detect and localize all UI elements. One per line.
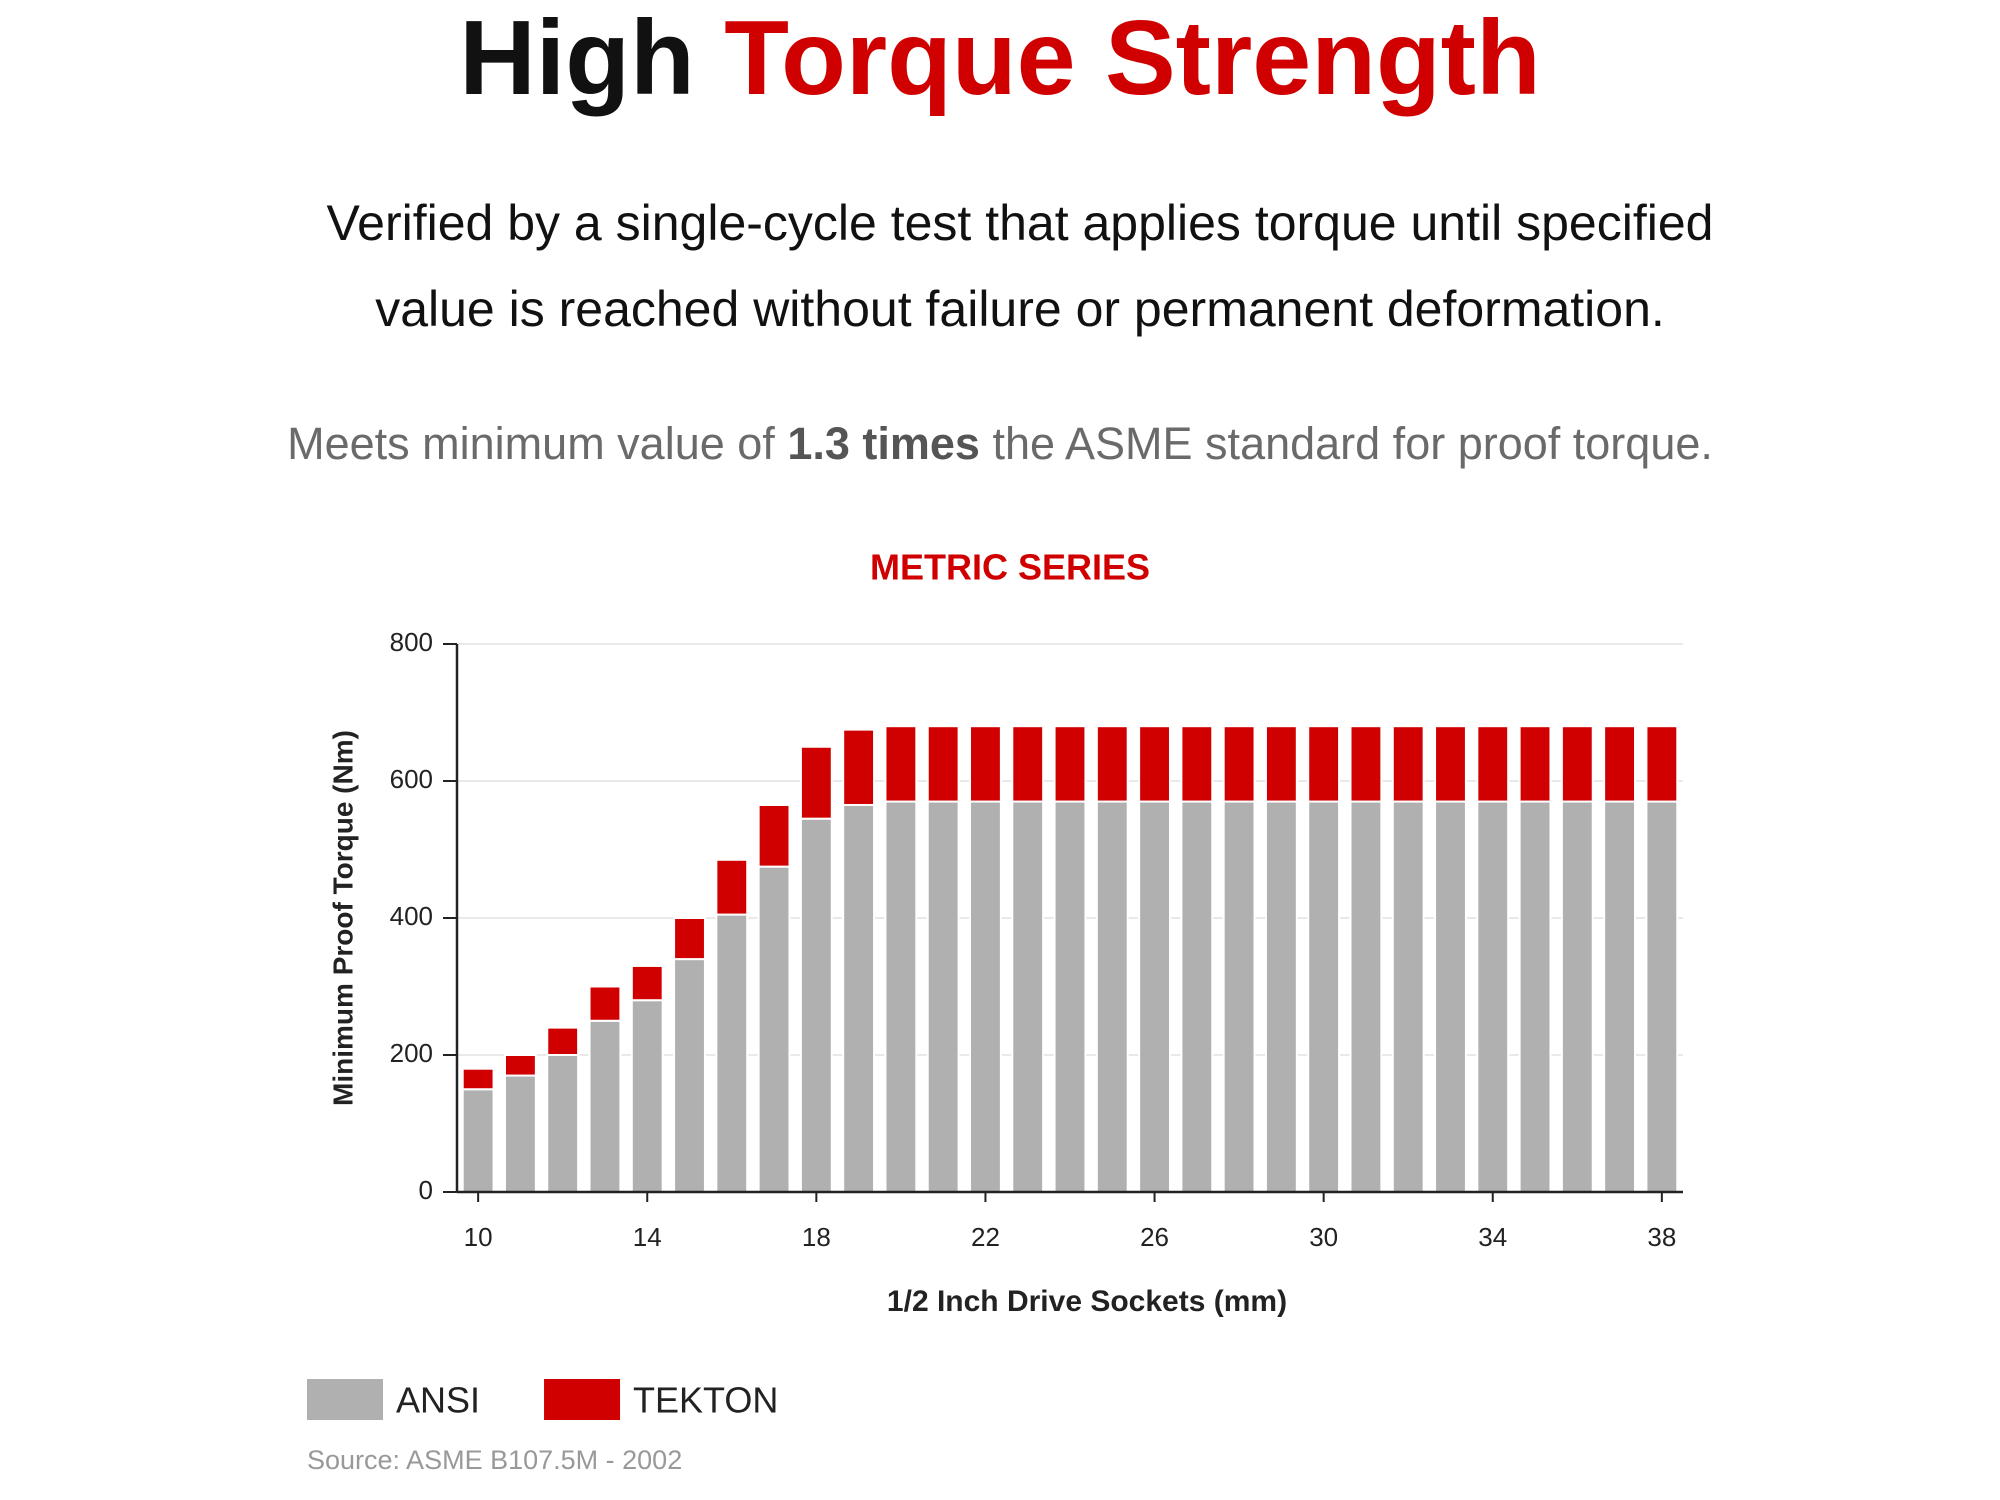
bar-segment (1222, 725, 1256, 803)
bar-segment (1434, 800, 1467, 1193)
bar-segment (1603, 800, 1637, 1193)
bar-segment (715, 913, 749, 1193)
bar-segment (1222, 800, 1256, 1193)
y-tick-label: 200 (390, 1038, 433, 1068)
bar-segment (1391, 725, 1425, 803)
bar-segment (1645, 800, 1679, 1193)
bar-segment (1053, 800, 1087, 1193)
y-tick-label: 800 (390, 627, 433, 657)
bar-segment (1518, 800, 1552, 1193)
note-text: Meets minimum value of (287, 418, 775, 469)
bar-segment (1476, 800, 1510, 1193)
bar-segment (1138, 725, 1171, 803)
legend-swatch (307, 1379, 383, 1420)
bar-segment (842, 803, 876, 1193)
y-tick-label: 400 (390, 901, 433, 931)
bar-segment (1349, 800, 1383, 1193)
bar-segment (588, 1019, 622, 1193)
bar-segment (1138, 800, 1171, 1193)
bar-segment (1180, 725, 1214, 803)
bar-segment (1264, 800, 1298, 1193)
bar-segment (1095, 725, 1129, 803)
bar-segment (1053, 725, 1087, 803)
bar-segment (1349, 725, 1383, 803)
bar-segment (842, 728, 876, 806)
note: Meets minimum value of 1.3 times the ASM… (0, 418, 2000, 470)
bar-segment (461, 1088, 495, 1193)
x-tick-label: 22 (971, 1222, 1000, 1252)
bar-segment (1560, 800, 1594, 1193)
bar-segment (1307, 725, 1341, 803)
bar-segment (1391, 800, 1425, 1193)
bar-segment (461, 1067, 495, 1091)
bar-segment (588, 985, 622, 1022)
bar-segment (503, 1074, 537, 1194)
bar-segment (926, 800, 960, 1193)
title-black: High (459, 0, 695, 117)
bar-segment (546, 1054, 580, 1193)
y-axis-title: Minimum Proof Torque (Nm) (327, 730, 358, 1106)
description: Verified by a single-cycle test that app… (326, 195, 1714, 337)
bar-segment (926, 725, 960, 803)
bar-segment (969, 725, 1002, 803)
note-text: the ASME standard for proof torque. (992, 418, 1713, 469)
bar-segment (1180, 800, 1214, 1193)
bar-segment (969, 800, 1002, 1193)
source: Source: ASME B107.5M - 2002 (307, 1445, 683, 1475)
x-tick-label: 34 (1478, 1222, 1507, 1252)
x-tick-label: 38 (1647, 1222, 1676, 1252)
bar-segment (1307, 800, 1341, 1193)
x-tick-label: 30 (1309, 1222, 1338, 1252)
bar-segment (1476, 725, 1510, 803)
bar-segment (799, 745, 833, 820)
bar-segment (1434, 725, 1467, 803)
legend-swatch (544, 1379, 621, 1420)
bar-segment (1264, 725, 1298, 803)
bar-segment (1560, 725, 1594, 803)
bar-segment (503, 1054, 537, 1077)
bar-segment (630, 964, 664, 1002)
bar-segment (546, 1026, 580, 1056)
bar-segment (1603, 725, 1637, 803)
page-title: High Torque Strength (0, 0, 2000, 116)
bar-segment (1011, 800, 1045, 1193)
bar-segment (1095, 800, 1129, 1193)
bar-segment (884, 800, 918, 1193)
x-tick-label: 10 (464, 1222, 493, 1252)
bar-segment (715, 858, 749, 916)
x-tick-label: 26 (1140, 1222, 1169, 1252)
x-tick-label: 18 (802, 1222, 831, 1252)
y-tick-label: 0 (419, 1175, 433, 1205)
note-bold: 1.3 times (787, 418, 980, 469)
bar-segment (673, 958, 706, 1193)
bar-segment (1518, 725, 1552, 803)
bar-segment (884, 725, 918, 803)
y-tick-label: 600 (390, 764, 433, 794)
bar-segment (630, 999, 664, 1194)
legend-label: ANSI (396, 1380, 480, 1421)
title-red: Torque Strength (724, 0, 1541, 117)
bar-segment (673, 917, 706, 961)
x-tick-label: 14 (633, 1222, 662, 1252)
bar-segment (1645, 725, 1679, 803)
chart-title: METRIC SERIES (870, 547, 1150, 588)
x-axis-title: 1/2 Inch Drive Sockets (mm) (887, 1285, 1287, 1318)
legend-label: TEKTON (633, 1380, 778, 1421)
bar-segment (1011, 725, 1045, 803)
bar-segment (757, 803, 791, 868)
bar-segment (799, 817, 833, 1193)
bar-segment (757, 865, 791, 1193)
